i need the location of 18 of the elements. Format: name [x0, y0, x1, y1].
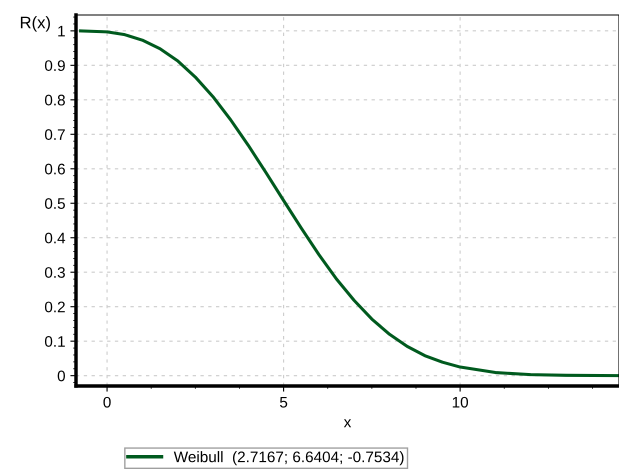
- y-tick-label: 0.3: [44, 267, 65, 278]
- y-tick-label: 0.4: [44, 232, 66, 244]
- line-series: [79, 29, 619, 378]
- y-tick-label: 0.8: [44, 94, 65, 106]
- x-tick-label: 0: [103, 396, 111, 408]
- y-tick-label: 0.2: [44, 302, 65, 312]
- y-tick-label: 1: [58, 26, 65, 36]
- y-tick-label: 0.7: [44, 129, 65, 140]
- y-tick-label: 0.1: [44, 336, 65, 347]
- legend-label: Weibull (2.7167; 6.6404; -0.7534): [174, 451, 404, 466]
- x-tick-label: 5: [280, 396, 288, 408]
- y-tick-label: 0.9: [44, 60, 65, 72]
- y-tick-label: 0: [58, 370, 65, 382]
- y-tick-label: 0.6: [44, 164, 65, 174]
- y-axis-title: R(x): [20, 16, 50, 32]
- x-tick-label: 10: [452, 396, 468, 408]
- x-axis-title: x: [344, 419, 352, 428]
- y-tick-label: 0.5: [44, 198, 65, 209]
